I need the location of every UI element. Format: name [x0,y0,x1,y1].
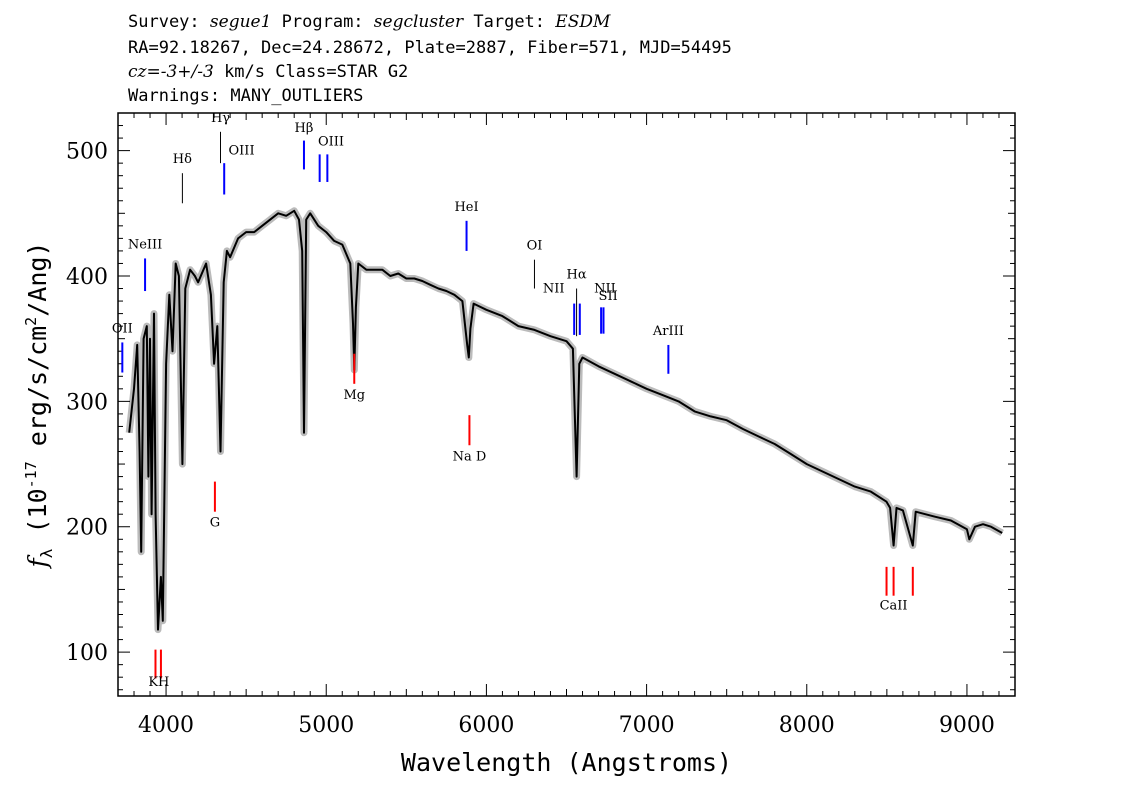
program-label: Program: [281,12,364,32]
cz-value: cz=-3+/-3 [128,62,214,82]
y-tick-label: 100 [66,641,108,666]
header-line-2: RA=92.18267, Dec=24.28672, Plate=2887, F… [128,38,732,58]
line-label-hδ: Hδ [173,152,192,167]
line-label-neiii: NeIII [128,237,162,252]
line-label-nii: NII [594,281,616,296]
spectrum-line [128,209,1003,631]
y-tick-label: 200 [66,516,108,541]
program-value: segcluster [373,12,464,32]
y-tick-label: 500 [66,140,108,165]
class-text: km/s Class=STAR G2 [213,62,409,82]
x-tick-label: 5000 [298,713,354,738]
line-label-hα: Hα [567,267,587,282]
target-value: ESDM [555,12,611,32]
line-label-sii: SII [599,289,618,304]
line-label-oiii: OIII [318,135,344,150]
x-tick-label: 6000 [458,713,514,738]
line-label-hγ: Hγ [211,111,230,126]
line-label-na-d: Na D [453,449,487,464]
header-line-1: Survey: segue1 Program: segcluster Targe… [128,12,610,32]
x-tick-label: 4000 [138,713,194,738]
line-label-ariii: ArIII [652,324,684,339]
target-label: Target: [473,12,546,32]
line-label-oii: OII [112,321,133,336]
x-tick-label: 9000 [939,713,995,738]
line-label-hβ: Hβ [295,121,314,136]
x-tick-label: 8000 [779,713,835,738]
y-tick-label: 300 [66,390,108,415]
line-label-nii: NII [543,281,565,296]
line-label-oiii: OIII [229,143,255,158]
y-tick-label: 400 [66,265,108,290]
line-label-g: G [210,516,220,531]
line-label-h: H [158,675,169,690]
line-label-mg: Mg [343,388,365,403]
header-line-3: cz=-3+/-3 km/s Class=STAR G2 [128,62,408,82]
y-axis-title: fλ (10-17 erg/s/cm2/Ang) [22,242,56,570]
survey-value: segue1 [209,12,272,32]
header-line-4: Warnings: MANY_OUTLIERS [128,86,364,106]
line-label-oi: OI [527,239,543,254]
x-tick-label: 7000 [619,713,675,738]
line-label-caii: CaII [880,598,908,613]
x-axis-title: Wavelength (Angstroms) [401,748,732,777]
survey-label: Survey: [128,12,200,32]
line-label-k: K [148,675,158,690]
line-label-hei: HeI [454,200,478,215]
